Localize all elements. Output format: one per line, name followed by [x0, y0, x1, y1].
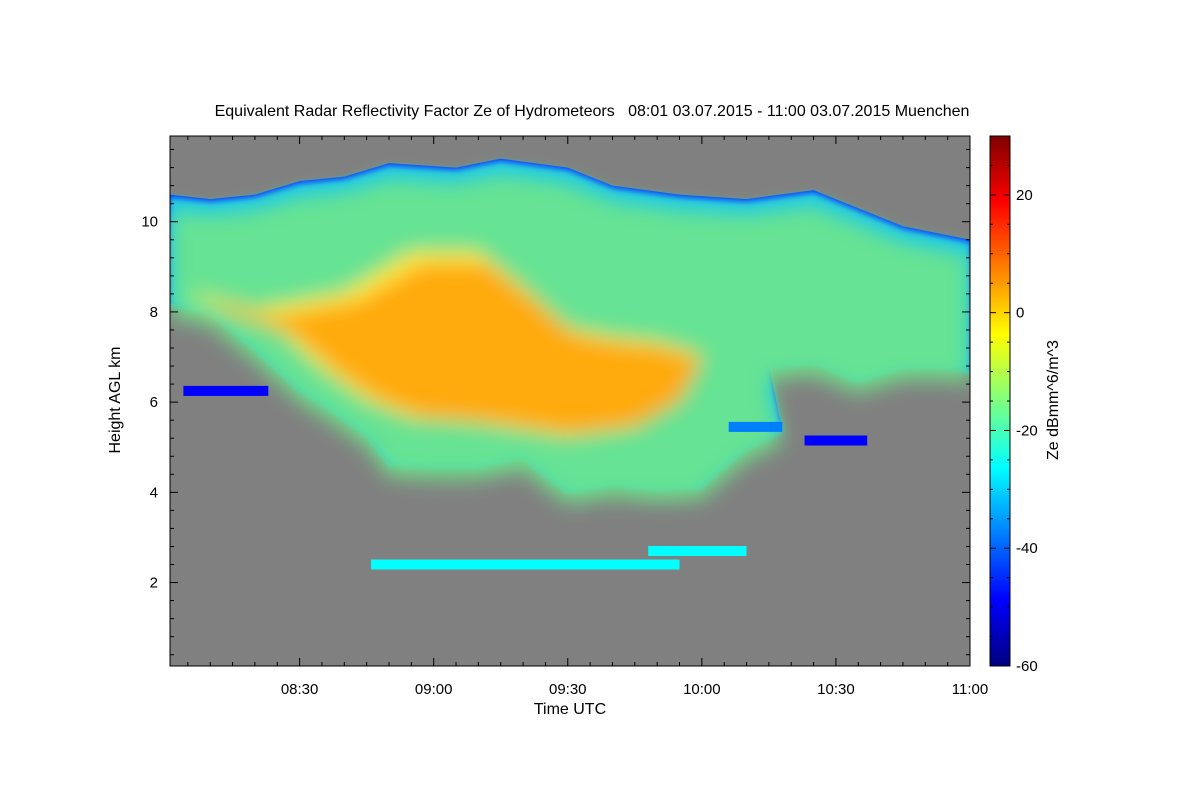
y-tick-label: 8: [150, 304, 158, 321]
echo-layer-3: [728, 421, 783, 432]
x-tick-label: 10:00: [683, 681, 721, 698]
y-axis-label: Height AGL km: [107, 346, 124, 453]
y-axis: 2 4 6 8 10: [141, 149, 970, 656]
plot-area: [169, 135, 971, 667]
cloud-interior: [170, 172, 970, 505]
x-axis: 08:30 09:00 09:30 10:00 10:30 11:00: [169, 136, 988, 698]
echo-layer-5: [648, 546, 747, 556]
y-tick-label: 4: [150, 484, 158, 501]
echo-layer-4: [371, 559, 680, 570]
x-tick-label: 09:30: [549, 681, 587, 698]
colorbar-tick-label: -20: [1016, 422, 1038, 439]
chart-title: Equivalent Radar Reflectivity Factor Ze …: [215, 103, 970, 120]
colorbar-tick-label: -60: [1016, 658, 1038, 675]
x-tick-label: 11:00: [952, 681, 988, 698]
colorbar: 20 0 -20 -40 -60: [989, 135, 1038, 675]
plot-frame: [169, 135, 971, 667]
echo-layer-2: [804, 435, 868, 446]
colorbar-tick-label: 20: [1016, 187, 1033, 204]
y-tick-label: 6: [150, 394, 158, 411]
colorbar-tick-label: 0: [1016, 305, 1024, 322]
echo-layer-1: [183, 385, 269, 396]
colorbar-label: Ze dBmm^6/m^3: [1045, 340, 1062, 460]
x-tick-label: 09:00: [415, 681, 453, 698]
x-tick-label: 08:30: [281, 681, 319, 698]
x-axis-label: Time UTC: [534, 701, 606, 718]
cloud-core-orange: [208, 263, 702, 434]
colorbar-tick-label: -40: [1016, 540, 1038, 557]
cloud-echo-layer: [170, 158, 970, 505]
x-tick-label: 10:30: [817, 681, 855, 698]
echo-layers: [183, 385, 868, 570]
y-tick-label: 10: [141, 214, 158, 231]
y-tick-label: 2: [150, 575, 158, 592]
